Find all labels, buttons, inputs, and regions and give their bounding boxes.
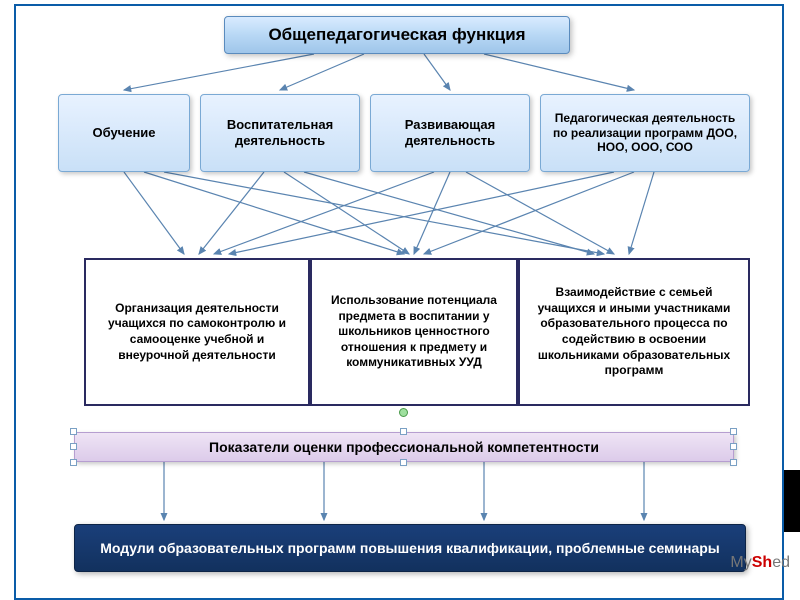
watermark-mid: Sh xyxy=(752,554,772,571)
watermark-suffix: ed xyxy=(772,554,790,571)
rotate-handle-icon[interactable] xyxy=(399,408,408,417)
function-box-learning: Обучение xyxy=(58,94,190,172)
indicator-bar[interactable]: Показатели оценки профессиональной компе… xyxy=(74,432,734,462)
competency-label: Организация деятельности учащихся по сам… xyxy=(94,301,300,363)
selection-handle[interactable] xyxy=(730,443,737,450)
competency-box-organization: Организация деятельности учащихся по сам… xyxy=(84,258,310,406)
selection-handle[interactable] xyxy=(730,459,737,466)
function-box-pedagogical: Педагогическая деятельность по реализаци… xyxy=(540,94,750,172)
watermark: MyShed xyxy=(730,554,790,572)
indicator-text: Показатели оценки профессиональной компе… xyxy=(209,439,599,455)
bottom-text: Модули образовательных программ повышени… xyxy=(100,539,720,557)
competency-label: Использование потенциала предмета в восп… xyxy=(320,293,508,371)
function-box-upbringing: Воспитательная деятельность xyxy=(200,94,360,172)
title-text: Общепедагогическая функция xyxy=(268,25,525,45)
function-label: Обучение xyxy=(92,125,155,141)
competency-box-potential: Использование потенциала предмета в восп… xyxy=(310,258,518,406)
selection-handle[interactable] xyxy=(70,459,77,466)
competency-box-interaction: Взаимодействие с семьей учащихся и иными… xyxy=(518,258,750,406)
selection-handle[interactable] xyxy=(400,459,407,466)
competency-label: Взаимодействие с семьей учащихся и иными… xyxy=(528,285,740,379)
selection-handle[interactable] xyxy=(730,428,737,435)
selection-handle[interactable] xyxy=(70,428,77,435)
watermark-prefix: My xyxy=(730,554,751,571)
function-label: Развивающая деятельность xyxy=(377,117,523,148)
function-label: Педагогическая деятельность по реализаци… xyxy=(547,111,743,154)
title-box: Общепедагогическая функция xyxy=(224,16,570,54)
selection-handle[interactable] xyxy=(400,428,407,435)
function-label: Воспитательная деятельность xyxy=(207,117,353,148)
selection-handle[interactable] xyxy=(70,443,77,450)
function-box-developing: Развивающая деятельность xyxy=(370,94,530,172)
bottom-bar: Модули образовательных программ повышени… xyxy=(74,524,746,572)
